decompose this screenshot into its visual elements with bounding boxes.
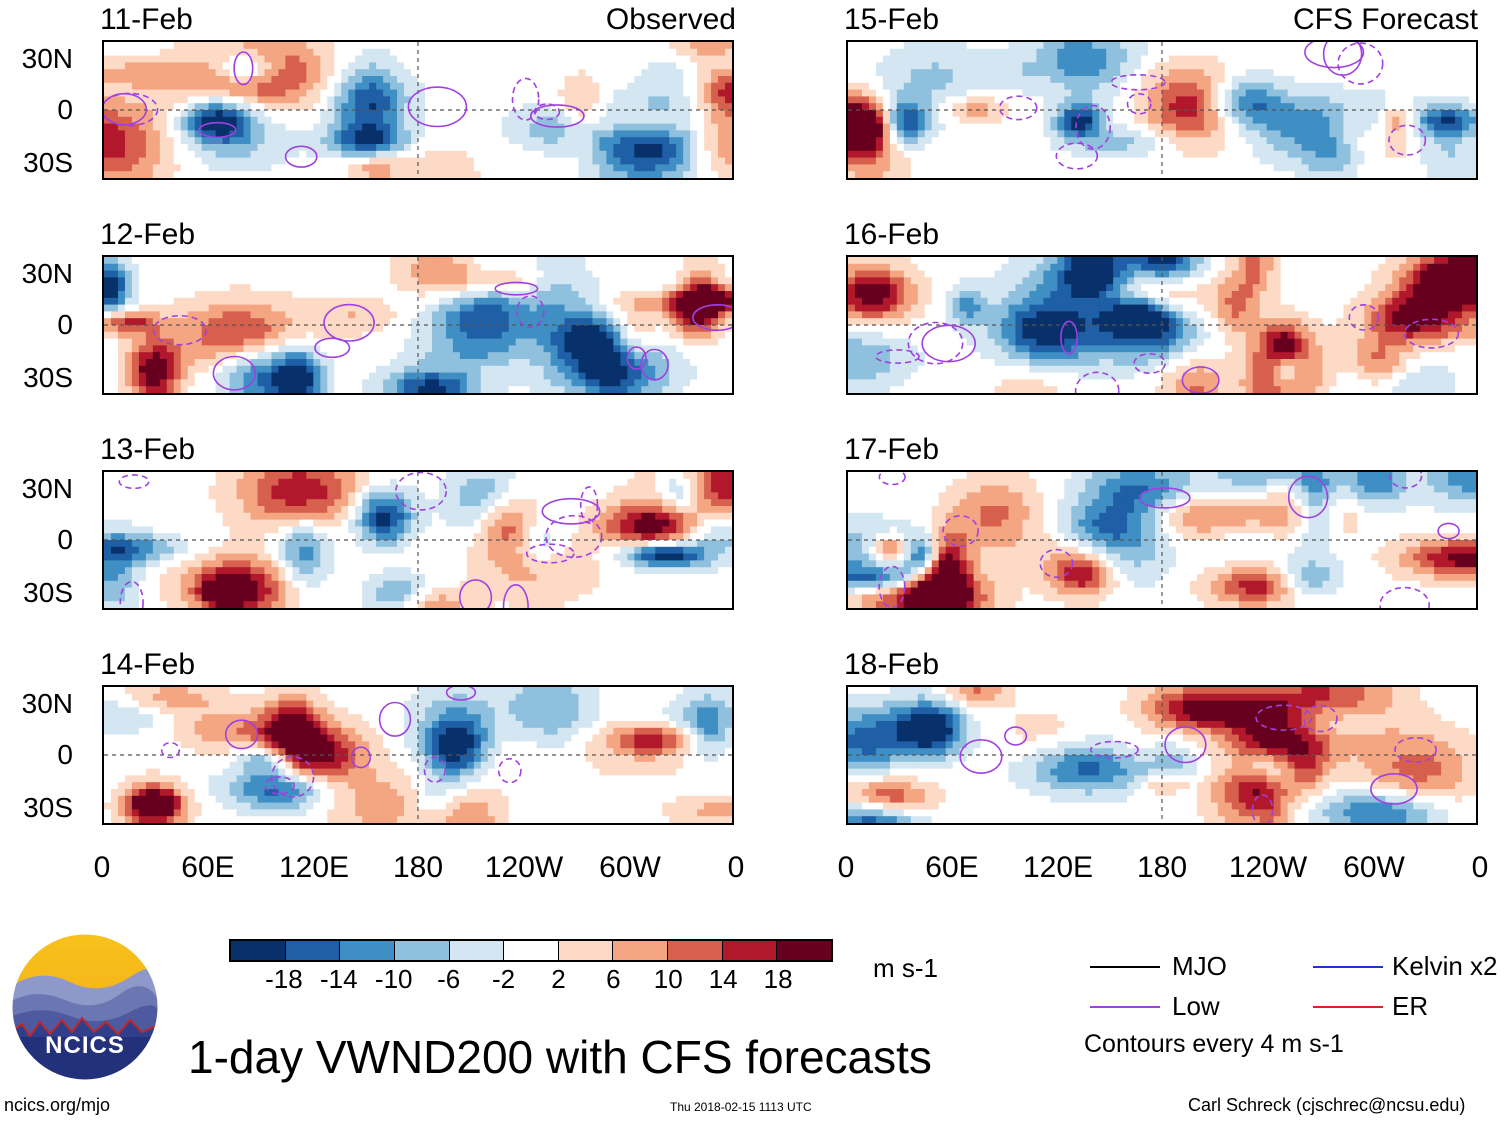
lat-label-eq-3: 0 (57, 524, 73, 555)
panel-observed-1 (102, 40, 734, 180)
lon-label-obs-180: 180 (392, 851, 444, 884)
observed-label: Observed (605, 3, 736, 36)
panel-observed-4 (102, 685, 734, 825)
wind-field (848, 687, 1476, 823)
lat-label-30s-2: 30S (23, 362, 73, 393)
colorbar-swatch (558, 941, 614, 960)
date-label-observed-1: 11-Feb (100, 3, 193, 36)
lon-label-fc-120w: 120W (1228, 851, 1308, 884)
colorbar-unit: m s-1 (873, 953, 938, 983)
date-label-forecast-2: 16-Feb (844, 218, 940, 251)
colorbar-swatch (340, 941, 395, 960)
logo-text: NCICS (45, 1032, 125, 1059)
lon-label-fc-0: 0 (837, 851, 855, 884)
colorbar-swatch (613, 941, 669, 960)
colorbar-label: 2 (551, 964, 566, 994)
lon-label-fc-120e: 120E (1022, 851, 1094, 884)
legend-line-mjo (1090, 966, 1160, 968)
footer-timestamp: Thu 2018-02-15 1113 UTC (670, 1100, 812, 1114)
panel-forecast-4 (846, 685, 1478, 825)
ncics-logo: NCICS (10, 932, 160, 1082)
colorbar (229, 939, 833, 962)
colorbar-swatch (777, 941, 832, 960)
colorbar-swatch (231, 941, 286, 960)
legend-line-low (1090, 1006, 1160, 1008)
footer-credit: Carl Schreck (cjschrec@ncsu.edu) (1188, 1095, 1466, 1115)
lat-label-30n-3: 30N (21, 473, 73, 504)
lat-label-30n-1: 30N (21, 43, 73, 74)
footer-url[interactable]: ncics.org/mjo (4, 1095, 111, 1115)
colorbar-label: 10 (653, 964, 683, 994)
colorbar-swatch (394, 941, 450, 960)
colorbar-label: 6 (606, 964, 621, 994)
colorbar-swatch (285, 941, 341, 960)
legend-line-kelvin (1313, 966, 1383, 968)
wind-field (848, 42, 1476, 178)
legend-label-low: Low (1172, 991, 1220, 1021)
colorbar-label: 14 (708, 964, 738, 994)
lat-label-eq-1: 0 (57, 94, 73, 125)
date-label-forecast-3: 17-Feb (844, 433, 940, 466)
lat-label-30n-4: 30N (21, 688, 73, 719)
lon-label-obs-60w: 60W (599, 851, 661, 884)
lat-label-30s-4: 30S (23, 792, 73, 823)
date-label-observed-4: 14-Feb (100, 648, 196, 681)
colorbar-swatch (722, 941, 778, 960)
lon-label-fc-180: 180 (1136, 851, 1188, 884)
panel-forecast-3 (846, 470, 1478, 610)
date-label-observed-3: 13-Feb (100, 433, 196, 466)
wind-field (848, 257, 1476, 393)
lon-label-obs-0: 0 (93, 851, 111, 884)
legend-label-kelvin: Kelvin x2 (1392, 951, 1498, 981)
lon-label-obs-60e: 60E (181, 851, 235, 884)
colorbar-label: -10 (374, 964, 413, 994)
colorbar-swatch (504, 941, 559, 960)
panel-forecast-1 (846, 40, 1478, 180)
colorbar-swatch (668, 941, 723, 960)
date-label-forecast-4: 18-Feb (844, 648, 940, 681)
colorbar-label: -2 (491, 964, 516, 994)
wind-field (104, 42, 732, 178)
panel-observed-2 (102, 255, 734, 395)
cfs-forecast-label: CFS Forecast (1292, 3, 1478, 36)
main-title: 1-day VWND200 with CFS forecasts (188, 1031, 932, 1083)
wind-field (104, 472, 732, 608)
lat-label-30s-1: 30S (23, 147, 73, 178)
colorbar-label: -18 (265, 964, 303, 994)
colorbar-label: 18 (763, 964, 793, 994)
date-label-forecast-1: 15-Feb (844, 3, 940, 36)
wind-field (104, 257, 732, 393)
panel-observed-3 (102, 470, 734, 610)
legend-label-mjo: MJO (1172, 951, 1227, 981)
lon-label-obs-120w: 120W (484, 851, 564, 884)
lat-label-eq-4: 0 (57, 739, 73, 770)
lat-label-eq-2: 0 (57, 309, 73, 340)
contour-note: Contours every 4 m s-1 (1084, 1030, 1344, 1058)
lat-label-30s-3: 30S (23, 577, 73, 608)
panel-forecast-2 (846, 255, 1478, 395)
lon-label-fc-0-end: 0 (1471, 851, 1489, 884)
lon-label-obs-120e: 120E (278, 851, 350, 884)
lon-label-fc-60e: 60E (925, 851, 979, 884)
lon-label-obs-0-end: 0 (727, 851, 745, 884)
legend-label-er: ER (1392, 991, 1429, 1021)
wind-field (104, 687, 732, 823)
colorbar-label: -14 (320, 964, 358, 994)
date-label-observed-2: 12-Feb (100, 218, 196, 251)
colorbar-label: -6 (437, 964, 461, 994)
legend-line-er (1313, 1006, 1383, 1008)
lon-label-fc-60w: 60W (1343, 851, 1405, 884)
wind-field (848, 472, 1476, 608)
colorbar-swatch (449, 941, 505, 960)
lat-label-30n-2: 30N (21, 258, 73, 289)
